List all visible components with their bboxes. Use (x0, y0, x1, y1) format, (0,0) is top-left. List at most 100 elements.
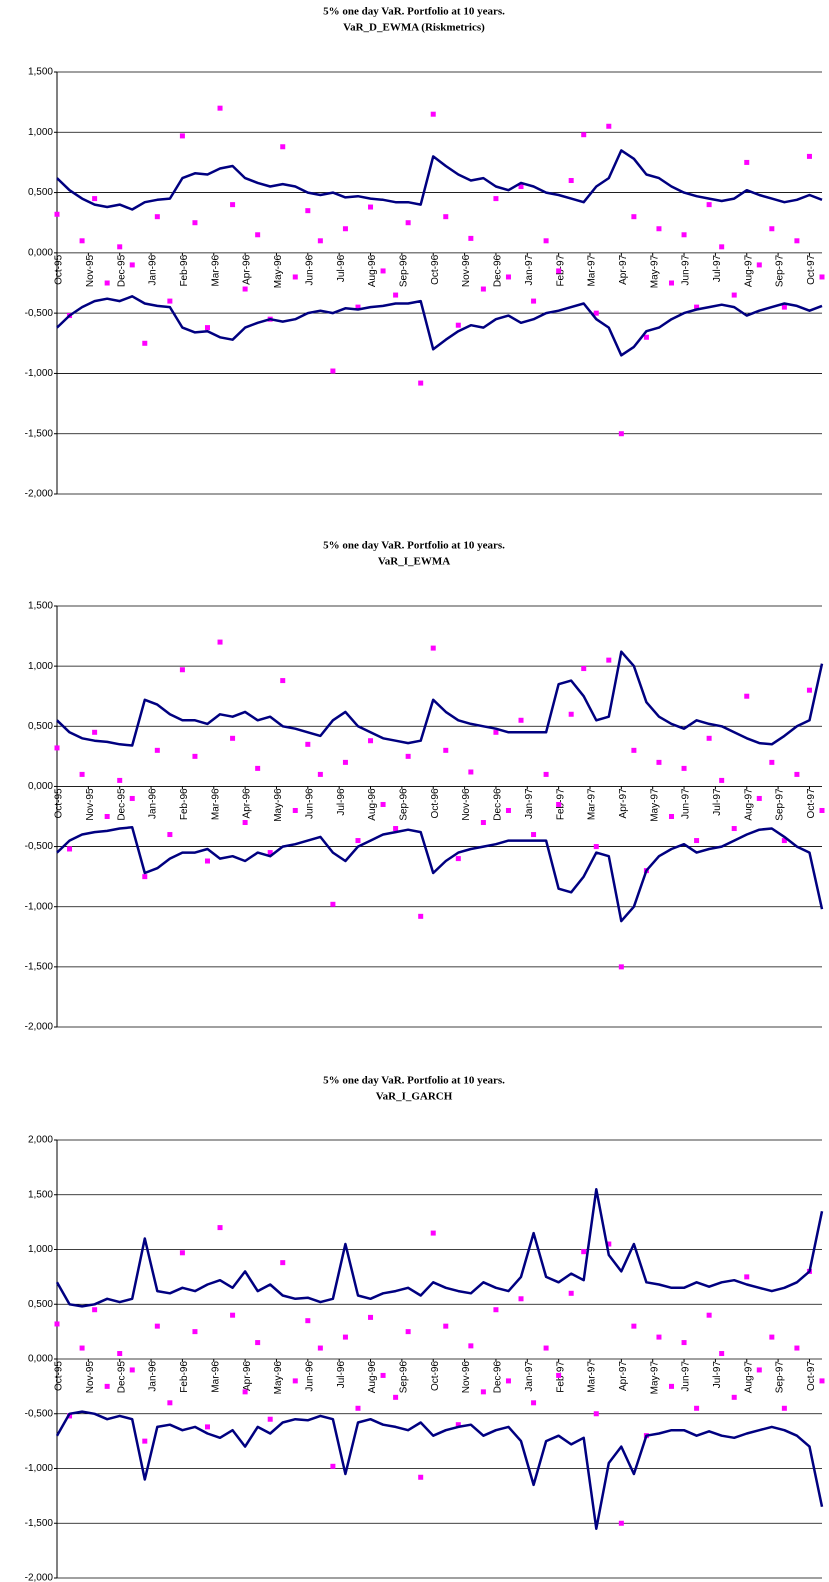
marker (380, 1372, 386, 1378)
marker (531, 832, 537, 838)
marker (54, 211, 60, 217)
chart-subtitle: VaR_I_GARCH (376, 1091, 453, 1103)
marker (79, 238, 85, 244)
x-tick-label: Jun-97 (681, 1361, 692, 1392)
x-tick-label: Aug-97 (743, 254, 754, 287)
marker (706, 1312, 712, 1318)
y-tick-label: -1,000 (25, 901, 54, 912)
x-tick-label: Jun-97 (681, 788, 692, 819)
marker (443, 1323, 449, 1329)
marker (330, 1463, 336, 1469)
y-tick-label: 0,000 (28, 781, 53, 792)
marker (518, 1296, 524, 1302)
marker (531, 1400, 537, 1406)
marker (368, 204, 374, 210)
marker (129, 1367, 135, 1373)
marker (217, 105, 223, 111)
marker (405, 220, 411, 226)
x-tick-label: May-97 (649, 1361, 660, 1395)
y-tick-label: 1,000 (28, 127, 53, 138)
marker (794, 771, 800, 777)
marker (167, 298, 173, 304)
x-tick-label: Apr-97 (618, 254, 629, 284)
y-tick-label: -2,000 (25, 1573, 54, 1582)
marker (531, 298, 537, 304)
marker (230, 735, 236, 741)
marker (192, 753, 198, 759)
x-tick-label: Mar-96 (210, 788, 221, 820)
x-tick-label: Mar-97 (587, 254, 598, 286)
marker (731, 826, 737, 832)
marker (656, 226, 662, 232)
marker (769, 759, 775, 765)
marker (54, 745, 60, 751)
marker (806, 153, 812, 159)
marker (744, 1274, 750, 1280)
y-tick-label: -2,000 (25, 489, 54, 500)
marker (242, 820, 248, 826)
marker (731, 292, 737, 298)
marker (355, 304, 361, 310)
marker (342, 1334, 348, 1340)
marker (744, 159, 750, 165)
marker (493, 729, 499, 735)
x-tick-label: Apr-96 (242, 254, 253, 284)
marker (706, 202, 712, 208)
marker (556, 801, 562, 807)
marker (217, 639, 223, 645)
marker (656, 759, 662, 765)
x-tick-label: Oct-97 (806, 788, 817, 818)
marker (568, 1290, 574, 1296)
marker (368, 1314, 374, 1320)
marker (418, 380, 424, 386)
x-tick-label: Jul-96 (336, 788, 347, 816)
marker (255, 232, 261, 238)
marker (67, 846, 73, 852)
chart-subtitle: VaR_I_EWMA (378, 556, 450, 568)
x-tick-label: Nov-95 (85, 1361, 96, 1394)
marker (518, 184, 524, 190)
marker (819, 274, 825, 280)
x-tick-label: Mar-97 (587, 788, 598, 820)
marker (393, 292, 399, 298)
marker (154, 1323, 160, 1329)
marker (568, 178, 574, 184)
marker (242, 1389, 248, 1395)
marker (305, 741, 311, 747)
marker (179, 1250, 185, 1256)
chart-title: 5% one day VaR. Portfolio at 10 years. (323, 6, 505, 18)
x-tick-label: Oct-97 (806, 1361, 817, 1391)
var-line (56, 149, 823, 211)
marker (719, 777, 725, 783)
x-tick-label: Dec-95 (116, 254, 127, 287)
x-tick-label: Sep-97 (775, 788, 786, 821)
marker (756, 262, 762, 268)
marker (443, 747, 449, 753)
marker (405, 1329, 411, 1335)
marker (769, 226, 775, 232)
marker (819, 1378, 825, 1384)
marker (819, 807, 825, 813)
y-tick-label: 0,500 (28, 1299, 53, 1310)
x-tick-label: May-97 (649, 788, 660, 822)
marker (167, 832, 173, 838)
x-tick-label: Aug-97 (743, 1361, 754, 1394)
marker (317, 771, 323, 777)
marker (342, 759, 348, 765)
marker (267, 1416, 273, 1422)
marker (618, 964, 624, 970)
marker (179, 667, 185, 673)
marker (217, 1225, 223, 1231)
marker (242, 286, 248, 292)
marker (681, 765, 687, 771)
marker (280, 144, 286, 150)
marker (92, 1307, 98, 1313)
chart-title: 5% one day VaR. Portfolio at 10 years. (323, 540, 505, 552)
marker (769, 1334, 775, 1340)
var-line (55, 1188, 824, 1308)
x-tick-label: Nov-96 (461, 1361, 472, 1394)
x-tick-label: Sep-96 (399, 1361, 410, 1394)
marker (380, 801, 386, 807)
marker (129, 262, 135, 268)
